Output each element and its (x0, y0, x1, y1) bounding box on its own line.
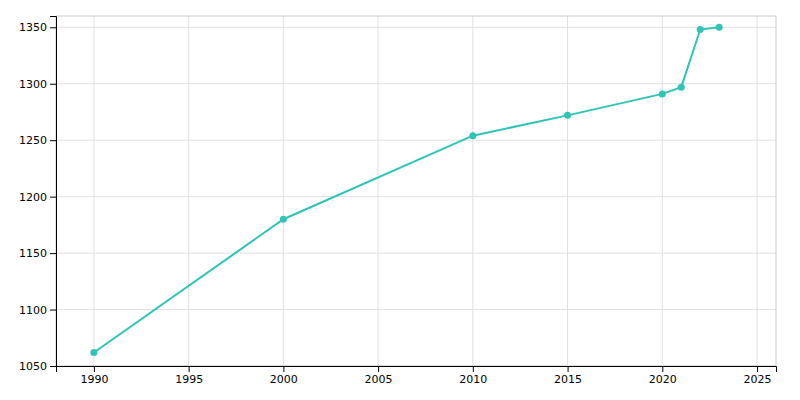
y-axis-tick-label: 1350 (19, 21, 47, 34)
x-axis-tick: 1990 (80, 366, 108, 386)
x-axis-tick: 2000 (270, 366, 298, 386)
marker (280, 216, 287, 223)
x-axis-tick-label: 2005 (365, 373, 393, 386)
line (94, 27, 719, 352)
marker (697, 26, 704, 33)
x-axis-tick-mark (378, 366, 379, 372)
x-axis-tick-mark (189, 366, 190, 372)
x-axis-tick-mark (757, 366, 758, 372)
y-axis-tick: 1100 (19, 304, 56, 317)
grid-line-x (757, 16, 758, 366)
marker (90, 349, 97, 356)
x-axis-tick-mark (283, 366, 284, 372)
grid-line-y (56, 27, 776, 28)
y-axis-tick-label: 1300 (19, 78, 47, 91)
y-axis-tick: 1150 (19, 247, 56, 260)
y-axis: 1050 1100 1150 1200 1250 1300 1350 (19, 17, 57, 374)
grid (56, 16, 776, 366)
x-axis-tick-mark (568, 366, 569, 372)
y-axis-tick-mark (50, 140, 56, 141)
x-axis-tick: 2010 (459, 366, 487, 386)
y-axis-tick-mark (50, 310, 56, 311)
x-axis-tick: 2020 (649, 366, 677, 386)
grid-line-y (56, 83, 776, 84)
y-axis-tick-label: 1100 (19, 304, 47, 317)
y-axis-tick-label: 1200 (19, 191, 47, 204)
x-axis-tick: 2005 (365, 366, 393, 386)
x-axis-tick: 1995 (175, 366, 203, 386)
x-axis-tick-mark (662, 366, 663, 372)
x-axis-tick-label: 2010 (459, 373, 487, 386)
plot-frame (56, 16, 776, 366)
grid-line-y (56, 253, 776, 254)
grid-line-y (56, 140, 776, 141)
chart-container: 1990 1995 2000 2005 2010 2015 2020 2025 1050 1100… (0, 0, 800, 400)
y-axis-tick-label: 1150 (19, 247, 47, 260)
y-axis-tick: 1300 (19, 78, 56, 91)
y-axis-line (50, 17, 57, 367)
x-axis-tick: 2015 (554, 366, 582, 386)
y-axis-tick-mark (50, 27, 56, 28)
marker (659, 90, 666, 97)
grid-line-x (93, 16, 94, 366)
y-axis-tick: 1050 (19, 360, 56, 373)
y-axis-tick-mark (50, 366, 56, 367)
y-axis-tick-label: 1050 (19, 360, 47, 373)
y-axis-tick-mark (50, 253, 56, 254)
marker (716, 24, 723, 31)
y-axis-tick: 1200 (19, 191, 56, 204)
chart-svg: 1990 1995 2000 2005 2010 2015 2020 2025 1050 1100… (0, 0, 800, 400)
x-axis-tick-label: 1990 (80, 373, 108, 386)
x-axis-tick-label: 1995 (175, 373, 203, 386)
grid-line-x (378, 16, 379, 366)
x-axis-tick-mark (473, 366, 474, 372)
plot-area: 1990 1995 2000 2005 2010 2015 2020 2025 1050 1100… (19, 16, 777, 386)
x-axis-line (57, 367, 777, 373)
x-axis-tick-label: 2000 (270, 373, 298, 386)
x-axis-tick: 2025 (744, 366, 772, 386)
grid-line-y (56, 309, 776, 310)
marker (678, 84, 685, 91)
x-axis-tick-label: 2020 (649, 373, 677, 386)
marker (564, 112, 571, 119)
x-axis-tick-label: 2015 (554, 373, 582, 386)
x-axis-tick-label: 2025 (744, 373, 772, 386)
grid-line-x (472, 16, 473, 366)
x-axis-tick-mark (94, 366, 95, 372)
grid-line-x (283, 16, 284, 366)
y-axis-tick-label: 1250 (19, 134, 47, 147)
grid-line-y (56, 196, 776, 197)
grid-line-x (662, 16, 663, 366)
x-axis: 1990 1995 2000 2005 2010 2015 2020 2025 (57, 366, 777, 386)
y-axis-tick: 1350 (19, 21, 56, 34)
y-axis-tick-mark (50, 84, 56, 85)
y-axis-tick-mark (50, 197, 56, 198)
grid-line-x (188, 16, 189, 366)
marker (469, 132, 476, 139)
y-axis-tick: 1250 (19, 134, 56, 147)
grid-line-x (567, 16, 568, 366)
series (90, 24, 722, 356)
